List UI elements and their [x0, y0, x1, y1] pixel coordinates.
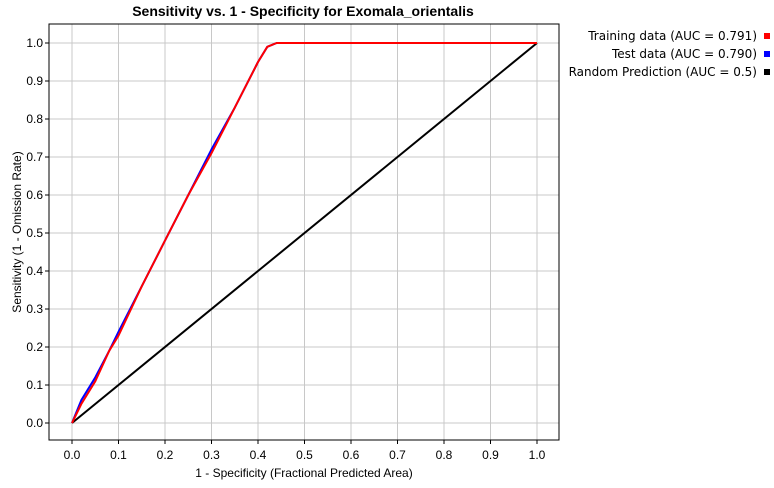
- x-tick-label: 0.7: [389, 448, 406, 462]
- y-tick-label: 0.7: [26, 150, 43, 164]
- legend-item-test: Test data (AUC = 0.790): [540, 45, 774, 63]
- x-tick-label: 0.4: [250, 448, 267, 462]
- x-tick-label: 0.2: [157, 448, 174, 462]
- legend: Training data (AUC = 0.791) Test data (A…: [540, 27, 774, 81]
- legend-swatch-black: [764, 69, 770, 75]
- y-axis-label: Sensitivity (1 - Omission Rate): [10, 151, 24, 312]
- legend-label: Training data (AUC = 0.791): [588, 29, 757, 43]
- legend-swatch-blue: [764, 51, 770, 57]
- x-tick-label: 0.0: [64, 448, 81, 462]
- legend-item-random: Random Prediction (AUC = 0.5): [540, 63, 774, 81]
- legend-swatch-red: [764, 33, 770, 39]
- y-tick-label: 0.2: [26, 340, 43, 354]
- y-tick-label: 0.8: [26, 112, 43, 126]
- legend-label: Test data (AUC = 0.790): [612, 47, 757, 61]
- y-tick-label: 0.6: [26, 188, 43, 202]
- x-tick-label: 0.8: [436, 448, 453, 462]
- y-tick-label: 0.9: [26, 74, 43, 88]
- x-tick-label: 0.1: [110, 448, 127, 462]
- y-tick-label: 0.3: [26, 302, 43, 316]
- x-tick-label: 0.3: [203, 448, 220, 462]
- x-tick-label: 0.6: [343, 448, 360, 462]
- y-tick-label: 0.1: [26, 378, 43, 392]
- x-axis-label: 1 - Specificity (Fractional Predicted Ar…: [195, 466, 412, 480]
- y-tick-label: 0.5: [26, 226, 43, 240]
- x-tick-label: 0.9: [482, 448, 499, 462]
- legend-item-training: Training data (AUC = 0.791): [540, 27, 774, 45]
- y-tick-label: 0.4: [26, 264, 43, 278]
- x-tick-label: 1.0: [529, 448, 546, 462]
- chart-title: Sensitivity vs. 1 - Specificity for Exom…: [132, 3, 474, 19]
- x-tick-label: 0.5: [296, 448, 313, 462]
- y-tick-label: 1.0: [26, 36, 43, 50]
- y-axis: 0.0 0.1 0.2 0.3 0.4 0.5 0.6 0.7 0.8 0.9 1.0: [26, 36, 49, 430]
- legend-label: Random Prediction (AUC = 0.5): [569, 65, 757, 79]
- y-tick-label: 0.0: [26, 416, 43, 430]
- x-axis: 0.0 0.1 0.2 0.3 0.4 0.5 0.6 0.7 0.8 0.9 1.0: [64, 440, 546, 462]
